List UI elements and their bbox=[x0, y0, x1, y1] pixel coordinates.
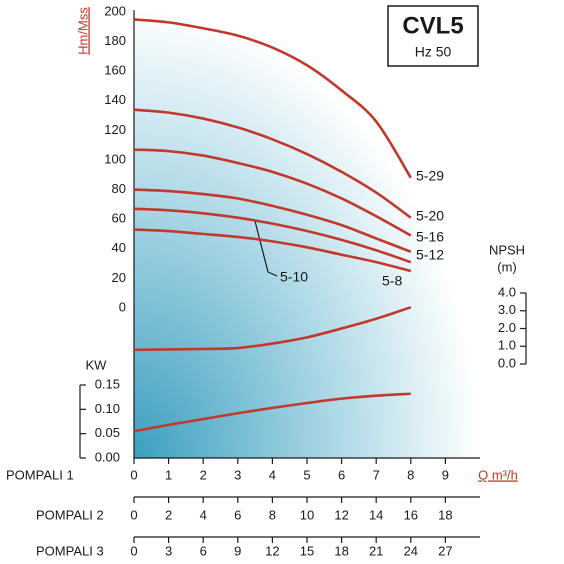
x-tick-label: 8 bbox=[269, 507, 276, 522]
y-tick-label: 160 bbox=[104, 63, 126, 78]
x-tick-label: 18 bbox=[334, 543, 348, 558]
title-box bbox=[387, 5, 479, 67]
series-label: 5-12 bbox=[416, 247, 444, 263]
x-tick-label: 9 bbox=[442, 467, 449, 482]
series-label: 5-29 bbox=[416, 168, 444, 184]
x-tick-label: 18 bbox=[438, 507, 452, 522]
curve bbox=[133, 228, 412, 273]
x-tick-label: 10 bbox=[300, 507, 314, 522]
x-tick-label: 16 bbox=[404, 507, 418, 522]
x-tick-label: 4 bbox=[269, 467, 276, 482]
row-label: POMPALI 3 bbox=[36, 543, 104, 558]
series-label: 5-10 bbox=[280, 269, 308, 285]
x-tick-label: 12 bbox=[265, 543, 279, 558]
x-tick-label: 5 bbox=[303, 467, 310, 482]
x-tick-label: 4 bbox=[200, 507, 207, 522]
npsh-tick-label: 2.0 bbox=[498, 320, 516, 335]
npsh-tick-label: 1.0 bbox=[498, 338, 516, 353]
chart-title: CVL5 bbox=[402, 12, 463, 39]
kw-tick-label: 0.10 bbox=[95, 401, 120, 416]
curve bbox=[133, 148, 412, 237]
x-tick-label: 0 bbox=[130, 507, 137, 522]
x-tick-label: 2 bbox=[165, 507, 172, 522]
y-tick-label: 180 bbox=[104, 33, 126, 48]
x-tick-label: 1 bbox=[165, 467, 172, 482]
npsh-tick-label: 3.0 bbox=[498, 302, 516, 317]
x-tick-label: 0 bbox=[130, 543, 137, 558]
y-tick-label: 140 bbox=[104, 92, 126, 107]
y-tick-label: 20 bbox=[112, 270, 126, 285]
curve bbox=[133, 18, 412, 179]
x-tick-label: 6 bbox=[338, 467, 345, 482]
curve bbox=[133, 207, 412, 264]
curve bbox=[133, 188, 412, 253]
y-tick-label: 0 bbox=[119, 299, 126, 314]
x-tick-label: 7 bbox=[373, 467, 380, 482]
leader-line bbox=[254, 220, 278, 277]
x-tick-label: 3 bbox=[165, 543, 172, 558]
series-label: 5-8 bbox=[382, 273, 402, 289]
series-label: 5-16 bbox=[416, 229, 444, 245]
y-axis-label: Hm/Mss bbox=[75, 7, 90, 55]
x-tick-label: 6 bbox=[234, 507, 241, 522]
x-tick-label: 12 bbox=[334, 507, 348, 522]
y-tick-label: 40 bbox=[112, 240, 126, 255]
row-label: POMPALI 2 bbox=[36, 507, 104, 522]
x-tick-label: 15 bbox=[300, 543, 314, 558]
curve bbox=[133, 108, 412, 219]
kw-tick-label: 0.00 bbox=[95, 449, 120, 464]
y-tick-label: 200 bbox=[104, 3, 126, 18]
x-tick-label: 6 bbox=[200, 543, 207, 558]
npsh-tick-label: 4.0 bbox=[498, 284, 516, 299]
y-tick-label: 60 bbox=[112, 211, 126, 226]
curve bbox=[133, 392, 411, 433]
x-tick-label: 9 bbox=[234, 543, 241, 558]
x-tick-label: 8 bbox=[407, 467, 414, 482]
x-tick-label: 21 bbox=[369, 543, 383, 558]
npsh-unit: (m) bbox=[497, 259, 517, 274]
x-tick-label: 14 bbox=[369, 507, 383, 522]
x-tick-label: 24 bbox=[404, 543, 418, 558]
npsh-tick-label: 0.0 bbox=[498, 355, 516, 370]
npsh-label: NPSH bbox=[489, 242, 525, 257]
chart-subtitle: Hz 50 bbox=[415, 44, 452, 60]
y-tick-label: 100 bbox=[104, 151, 126, 166]
x-tick-label: 2 bbox=[200, 467, 207, 482]
x-tick-label: 0 bbox=[130, 467, 137, 482]
kw-tick-label: 0.05 bbox=[95, 425, 120, 440]
kw-label: KW bbox=[86, 357, 108, 372]
kw-tick-label: 0.15 bbox=[95, 376, 120, 391]
y-tick-label: 80 bbox=[112, 181, 126, 196]
curve bbox=[133, 305, 412, 352]
series-label: 5-20 bbox=[416, 208, 444, 224]
row-label: POMPALI 1 bbox=[6, 467, 74, 482]
y-tick-label: 120 bbox=[104, 122, 126, 137]
x-tick-label: 27 bbox=[438, 543, 452, 558]
x-axis-label: Q m³/h bbox=[478, 467, 518, 482]
x-tick-label: 3 bbox=[234, 467, 241, 482]
